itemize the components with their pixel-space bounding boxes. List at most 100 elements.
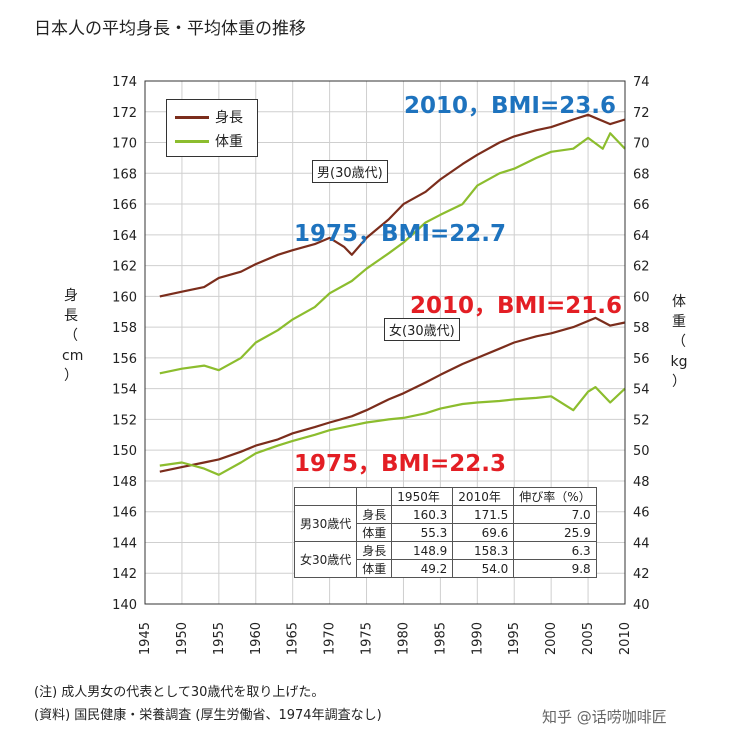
table-row: 体重 55.3 69.6 25.9	[295, 523, 597, 542]
table-cell: 体重	[356, 559, 393, 578]
table-group-male: 男30歳代	[293, 505, 358, 542]
right-tick-label: 66	[633, 198, 650, 213]
table-cell: 25.9	[513, 523, 597, 542]
left-tick-label: 152	[112, 413, 137, 428]
table-header-row: 1950年 2010年 伸び率（%）	[293, 487, 597, 506]
x-tick-label: 1950	[175, 622, 190, 655]
legend-weight-swatch	[175, 139, 209, 143]
right-tick-label: 68	[633, 167, 650, 182]
overlay-female-1975: 1975，BMI=22.3	[294, 451, 507, 477]
right-tick-label: 60	[633, 290, 650, 305]
female-tag: 女(30歳代)	[384, 318, 460, 341]
right-tick-label: 62	[633, 260, 650, 275]
left-tick-label: 142	[112, 567, 137, 582]
right-tick-label: 44	[633, 536, 650, 551]
left-tick-label: 162	[112, 260, 137, 275]
left-tick-label: 148	[112, 475, 137, 490]
table-cell: 160.3	[391, 505, 454, 524]
table-cell: 148.9	[391, 541, 454, 560]
table-group-female: 女30歳代	[293, 541, 358, 578]
table-row: 男30歳代 身長 160.3 171.5 7.0	[293, 505, 597, 542]
table-cell: 7.0	[513, 505, 597, 524]
x-tick-label: 1985	[433, 622, 448, 655]
left-tick-labels: 140 142 144 146 148 150 152 154 156 158 160 162 164 1…	[112, 75, 137, 613]
left-tick-label: 146	[112, 506, 137, 521]
left-tick-label: 144	[112, 536, 137, 551]
table-row: 体重 49.2 54.0 9.8	[295, 559, 597, 578]
note-2: (資料) 国民健康・栄養調査 (厚生労働省、1974年調査なし)	[34, 708, 382, 723]
x-tick-label: 1965	[286, 622, 301, 655]
plot-frame	[144, 80, 626, 605]
x-tick-label: 1955	[212, 622, 227, 655]
x-tick-labels: 1945 1950 1955 1960 1965 1970 1975 1980 1985 1990…	[138, 622, 633, 655]
left-tick-label: 150	[112, 444, 137, 459]
series-line-male-weight	[159, 132, 626, 375]
table-header-cell: 1950年	[391, 487, 454, 506]
table-header-cell: 伸び率（%）	[513, 487, 597, 506]
left-tick-label: 158	[112, 321, 137, 336]
x-tick-label: 1990	[470, 622, 485, 655]
legend: 身長 体重	[166, 99, 258, 157]
right-tick-label: 56	[633, 352, 650, 367]
table-cell: 身長	[356, 541, 393, 560]
series-line-male-height	[159, 113, 626, 298]
table-cell: 158.3	[452, 541, 515, 560]
series-line-female-height	[159, 316, 626, 473]
x-tick-label: 1960	[249, 622, 264, 655]
note-1: (注) 成人男女の代表として30歳代を取り上げた。	[34, 685, 325, 700]
left-tick-label: 164	[112, 229, 137, 244]
table-cell: 9.8	[513, 559, 597, 578]
legend-weight-label: 体重	[215, 134, 243, 150]
table-header-cell	[293, 487, 358, 506]
table-cell: 171.5	[452, 505, 515, 524]
table-cell: 6.3	[513, 541, 597, 560]
table-header-cell: 2010年	[452, 487, 515, 506]
table-header-cell	[356, 487, 393, 506]
legend-height-swatch	[175, 115, 209, 119]
series-line-female-weight	[159, 386, 626, 476]
table-cell: 55.3	[391, 523, 454, 542]
right-axis-label: 体 重 （ kg ）	[670, 294, 688, 390]
right-tick-label: 54	[633, 383, 650, 398]
table-cell: 54.0	[452, 559, 515, 578]
x-tick-label: 1945	[138, 622, 153, 655]
left-tick-label: 174	[112, 75, 137, 90]
left-tick-label: 170	[112, 137, 137, 152]
series-lines	[159, 113, 626, 476]
right-tick-label: 52	[633, 413, 650, 428]
legend-height-label: 身長	[215, 110, 243, 126]
right-tick-label: 40	[633, 598, 650, 613]
x-tick-label: 1970	[323, 622, 338, 655]
table-row: 女30歳代 身長 148.9 158.3 6.3	[293, 541, 597, 578]
left-tick-label: 166	[112, 198, 137, 213]
right-tick-label: 72	[633, 106, 650, 121]
x-tick-label: 2000	[544, 622, 559, 655]
x-tick-label: 2005	[581, 622, 596, 655]
left-axis-label: 身 長 （ cm ）	[62, 288, 84, 384]
overlay-male-1975: 1975，BMI=22.7	[294, 221, 507, 247]
left-tick-label: 156	[112, 352, 137, 367]
left-tick-label: 160	[112, 290, 137, 305]
right-tick-label: 42	[633, 567, 650, 582]
watermark: 知乎 @话唠咖啡匠	[542, 708, 667, 726]
right-tick-label: 74	[633, 75, 650, 90]
overlay-male-2010: 2010，BMI=23.6	[404, 93, 617, 119]
left-tick-label: 168	[112, 167, 137, 182]
male-tag: 男(30歳代)	[312, 160, 388, 183]
right-tick-labels: 40 42 44 46 48 50 52 54 56 58 60 62 64 66 68 70 72 74	[633, 75, 650, 613]
x-tick-label: 1995	[507, 622, 522, 655]
table-cell: 身長	[356, 505, 393, 524]
right-tick-label: 48	[633, 475, 650, 490]
left-tick-label: 172	[112, 106, 137, 121]
right-tick-label: 64	[633, 229, 650, 244]
left-tick-label: 140	[112, 598, 137, 613]
right-tick-label: 46	[633, 506, 650, 521]
table-cell: 体重	[356, 523, 393, 542]
left-tick-label: 154	[112, 383, 137, 398]
table-cell: 69.6	[452, 523, 515, 542]
page-title: 日本人の平均身長・平均体重の推移	[34, 19, 306, 39]
x-tick-label: 1980	[396, 622, 411, 655]
x-tick-label: 1975	[360, 622, 375, 655]
right-tick-label: 50	[633, 444, 650, 459]
